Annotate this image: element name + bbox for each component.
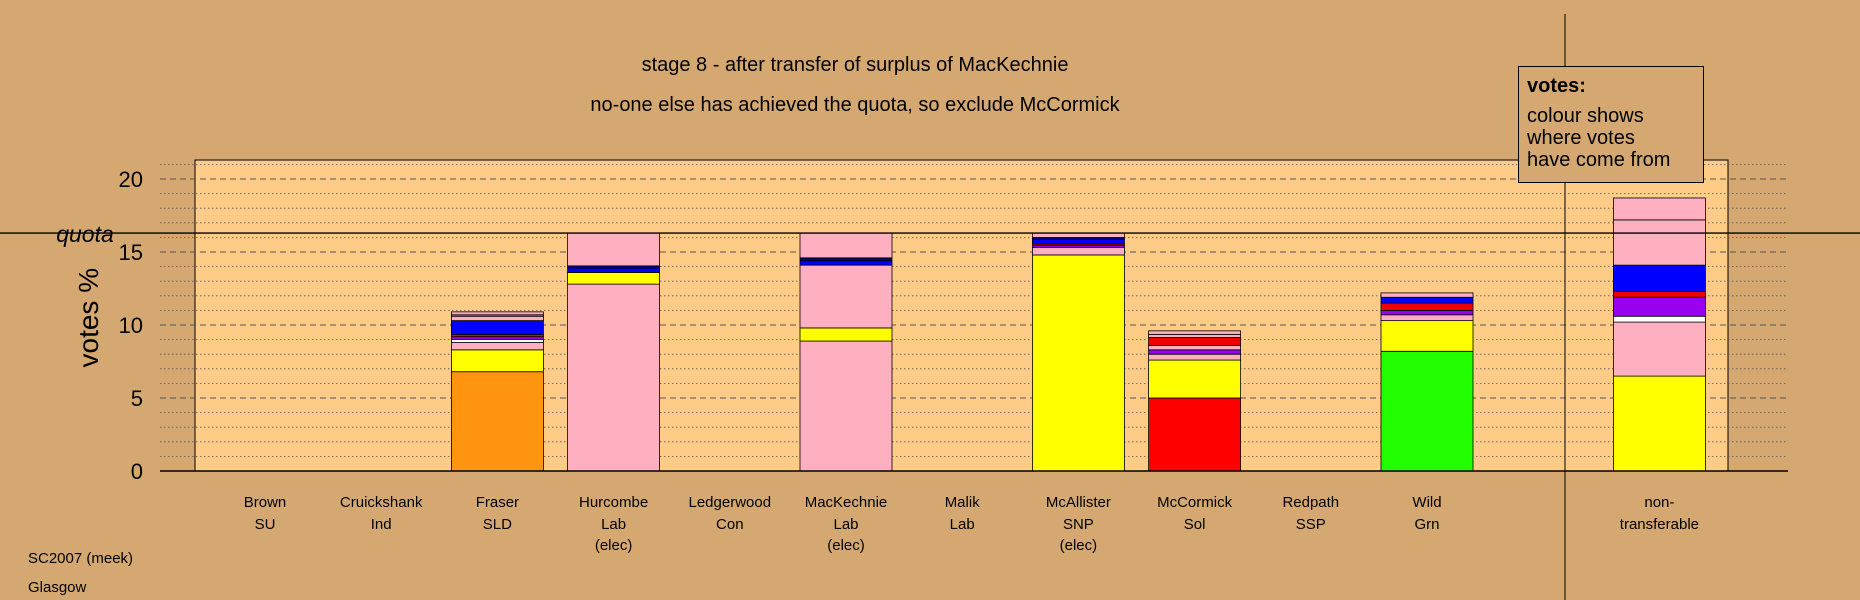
bar-segment bbox=[1613, 219, 1706, 266]
candidate-note: (elec) bbox=[595, 537, 633, 554]
chart-title: stage 8 - after transfer of surplus of M… bbox=[641, 54, 1069, 76]
bar-segment bbox=[1032, 254, 1125, 472]
footer-election: SC2007 (meek) bbox=[28, 550, 134, 567]
bar-segment bbox=[450, 315, 544, 322]
candidate-name: Wild bbox=[1412, 494, 1441, 511]
bar-segment bbox=[1148, 359, 1241, 399]
y-tick-label: 15 bbox=[119, 240, 143, 265]
bar-segment bbox=[567, 283, 660, 472]
bar-segment bbox=[1613, 321, 1706, 377]
bar-segment bbox=[1613, 375, 1706, 472]
candidate-name: Fraser bbox=[476, 494, 519, 511]
quota-label: quota bbox=[56, 221, 114, 247]
candidate-name: Redpath bbox=[1282, 494, 1339, 511]
bar-segment bbox=[1613, 291, 1706, 298]
bar-segment bbox=[1032, 239, 1125, 245]
bar-segment bbox=[1148, 349, 1241, 355]
bar-segment bbox=[1380, 302, 1474, 311]
candidate-party: Sol bbox=[1184, 516, 1206, 533]
bar-segment bbox=[567, 232, 660, 267]
chart-subtitle: no-one else has achieved the quota, so e… bbox=[590, 94, 1120, 116]
bar-segment bbox=[799, 327, 893, 342]
candidate-name: MacKechnie bbox=[805, 494, 888, 511]
bar-segment bbox=[1380, 292, 1474, 298]
bar-segment bbox=[1380, 350, 1474, 472]
candidate-note: (elec) bbox=[827, 537, 865, 554]
bar-segment bbox=[799, 257, 893, 262]
bar-segment bbox=[1613, 197, 1706, 221]
bar-segment bbox=[1380, 296, 1474, 304]
bar-segment bbox=[450, 320, 544, 335]
candidate-name: McAllister bbox=[1046, 494, 1111, 511]
bar-segment bbox=[1148, 330, 1241, 335]
candidate-party: Ind bbox=[371, 516, 392, 533]
candidate-party: SLD bbox=[483, 516, 512, 533]
bar-segment bbox=[450, 342, 544, 351]
plot-area bbox=[194, 159, 1729, 472]
y-tick-label: 0 bbox=[131, 459, 143, 484]
bar-segment bbox=[799, 232, 893, 259]
candidate-party: SNP bbox=[1063, 516, 1094, 533]
bar-segment bbox=[1613, 315, 1706, 323]
legend-line: where votes bbox=[1527, 127, 1635, 149]
bar-segment bbox=[799, 260, 893, 266]
legend-box: votes: colour shows where votes have com… bbox=[1518, 66, 1704, 183]
legend-line: have come from bbox=[1527, 149, 1671, 171]
bar-segment bbox=[567, 272, 660, 285]
candidate-name: non- bbox=[1644, 494, 1674, 511]
bar-segment bbox=[799, 264, 893, 329]
bar-segment bbox=[450, 349, 544, 373]
candidate-name: Malik bbox=[945, 494, 981, 511]
bar-segment bbox=[450, 371, 544, 472]
y-tick-label: 10 bbox=[119, 313, 143, 338]
bar-segment bbox=[567, 267, 660, 273]
candidate-party: Lab bbox=[950, 516, 975, 533]
bar-segment bbox=[799, 340, 893, 472]
bar-segment bbox=[450, 311, 544, 316]
y-axis-label: votes % bbox=[73, 268, 104, 368]
candidate-party: Con bbox=[716, 516, 744, 533]
candidate-party: Lab bbox=[833, 516, 858, 533]
legend-line: colour shows bbox=[1527, 105, 1644, 127]
footer-ward: Glasgow bbox=[28, 579, 87, 596]
legend-title: votes: bbox=[1527, 75, 1586, 97]
y-tick-label: 5 bbox=[131, 386, 143, 411]
bar-segment bbox=[1380, 309, 1474, 316]
bar-segment bbox=[1613, 296, 1706, 317]
bar-segment bbox=[1032, 247, 1125, 256]
candidate-party: transferable bbox=[1620, 516, 1699, 533]
candidate-name: Ledgerwood bbox=[689, 494, 772, 511]
bar-segment bbox=[1148, 353, 1241, 361]
candidate-name: Cruickshank bbox=[340, 494, 423, 511]
bar-segment bbox=[1613, 264, 1706, 292]
candidate-name: Brown bbox=[244, 494, 287, 511]
bar-segment bbox=[450, 339, 544, 343]
candidate-party: SU bbox=[255, 516, 276, 533]
bar-segment bbox=[1148, 337, 1241, 346]
candidate-party: Grn bbox=[1414, 516, 1439, 533]
candidate-party: SSP bbox=[1296, 516, 1326, 533]
bar-segment bbox=[1148, 397, 1241, 472]
candidate-party: Lab bbox=[601, 516, 626, 533]
bar-segment bbox=[1380, 314, 1474, 322]
candidate-name: McCormick bbox=[1157, 494, 1232, 511]
candidate-note: (elec) bbox=[1060, 537, 1098, 554]
bar-segment bbox=[1148, 334, 1241, 338]
candidate-name: Hurcombe bbox=[579, 494, 648, 511]
bar-segment bbox=[1148, 345, 1241, 351]
y-tick-label: 20 bbox=[119, 167, 143, 192]
bar-segment bbox=[450, 336, 544, 340]
bar-segment bbox=[1380, 320, 1474, 352]
